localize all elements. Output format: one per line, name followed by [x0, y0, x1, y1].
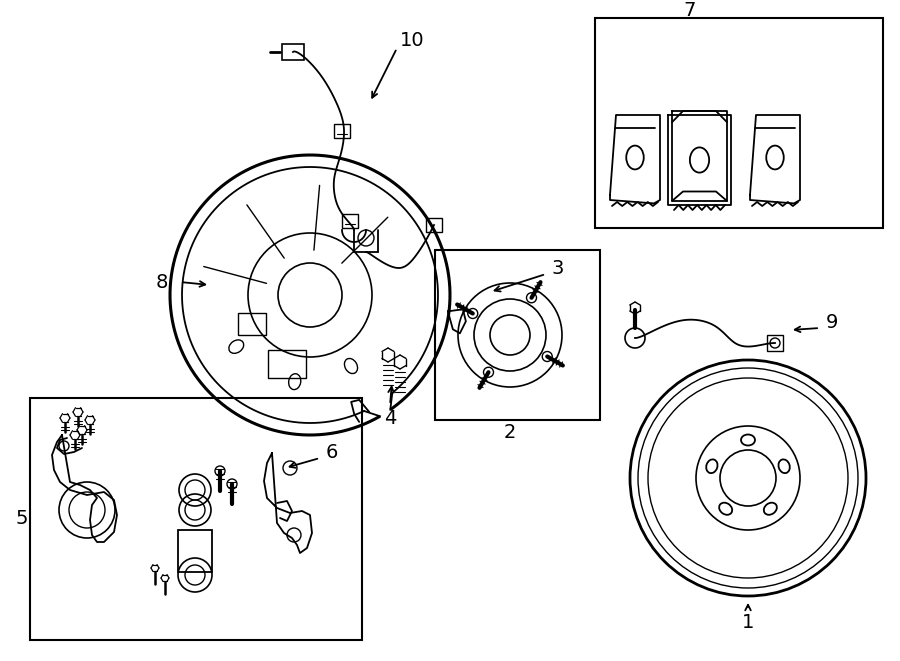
Bar: [238, 313, 266, 335]
Bar: [767, 335, 783, 351]
Bar: [595, 18, 883, 228]
Bar: [435, 250, 600, 420]
Text: 4: 4: [383, 408, 396, 428]
Text: 5: 5: [16, 508, 28, 527]
Text: 3: 3: [552, 258, 564, 278]
Bar: [268, 350, 306, 378]
Text: 10: 10: [400, 30, 424, 50]
Bar: [30, 398, 362, 640]
Text: 7: 7: [684, 1, 697, 20]
Bar: [334, 124, 350, 138]
Bar: [342, 214, 358, 228]
Bar: [178, 530, 212, 572]
Text: 6: 6: [326, 442, 338, 461]
Text: 8: 8: [156, 272, 168, 292]
Text: 9: 9: [826, 313, 838, 332]
Bar: [282, 44, 304, 60]
Text: 1: 1: [742, 613, 754, 631]
Text: 2: 2: [504, 422, 517, 442]
Bar: [426, 218, 442, 232]
